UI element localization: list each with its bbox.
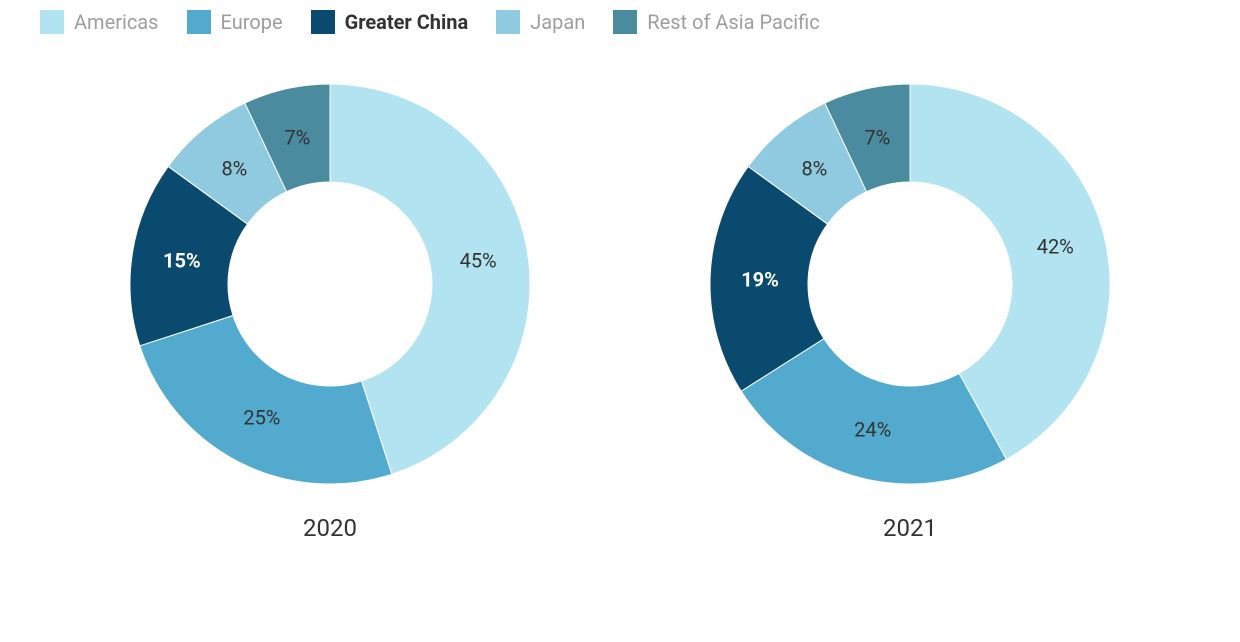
chart-container: Americas Europe Greater China Japan Rest of … (0, 0, 1240, 642)
donut-block: 42% 24% 19% 8% 7% 2021 (710, 84, 1110, 542)
legend-label: Rest of Asia Pacific (647, 10, 819, 34)
legend-label: Europe (221, 10, 283, 34)
legend-swatch (187, 10, 211, 34)
legend-item: Rest of Asia Pacific (613, 10, 819, 34)
donut-title: 2021 (883, 514, 937, 542)
legend-item: Europe (187, 10, 283, 34)
legend-label: Americas (74, 10, 159, 34)
donut-block: 45% 25% 15% 8% 7% 2020 (130, 84, 530, 542)
donut-chart: 45% 25% 15% 8% 7% (130, 84, 530, 484)
donut-chart: 42% 24% 19% 8% 7% (710, 84, 1110, 484)
legend-label: Greater China (345, 10, 469, 34)
donut-slice-label: 45% (460, 249, 497, 273)
legend-swatch (613, 10, 637, 34)
donut-slice (140, 316, 392, 484)
legend-label: Japan (530, 10, 585, 34)
donut-title: 2020 (303, 514, 357, 542)
legend-swatch (311, 10, 335, 34)
donut-slice-label: 15% (163, 249, 201, 273)
legend-item: Japan (496, 10, 585, 34)
legend-item: Greater China (311, 10, 469, 34)
donut-slice-label: 24% (854, 417, 891, 441)
donut-slice-label: 42% (1037, 235, 1074, 259)
donut-slice-label: 19% (741, 267, 779, 291)
legend-swatch (40, 10, 64, 34)
legend-item: Americas (40, 10, 159, 34)
charts-row: 45% 25% 15% 8% 7% 2020 42% 24% 19% 8% 7% 2021 (40, 84, 1200, 542)
legend-swatch (496, 10, 520, 34)
donut-slice-label: 7% (864, 126, 890, 150)
donut-slice-label: 25% (243, 406, 280, 430)
donut-slice-label: 8% (221, 156, 247, 180)
donut-slice-label: 7% (284, 126, 310, 150)
donut-slice-label: 8% (801, 156, 827, 180)
legend: Americas Europe Greater China Japan Rest of … (40, 10, 1200, 44)
